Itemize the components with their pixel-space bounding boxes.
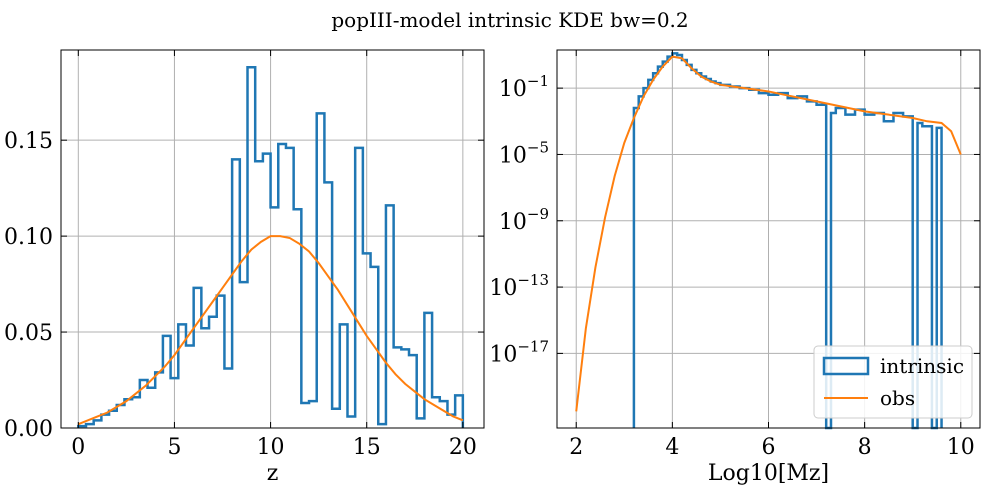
legend-swatch-intrinsic — [822, 356, 870, 376]
histogram-step-series — [77, 66, 465, 428]
x-axis-label: Log10[Mz] — [708, 461, 829, 486]
y-tick-label: 0.00 — [4, 417, 53, 442]
x-axis-label: z — [267, 461, 279, 486]
y-tick-label: 10−1 — [499, 72, 549, 102]
kde-line-series — [575, 55, 962, 412]
axes-frame — [60, 49, 485, 429]
legend: intrinsic obs — [813, 345, 973, 419]
x-tick-label: 15 — [353, 435, 381, 460]
y-tick-label: 10−13 — [489, 271, 549, 301]
y-tick-label: 0.10 — [4, 225, 53, 250]
figure-title: popIII-model intrinsic KDE bw=0.2 — [331, 8, 688, 32]
kde-line-series — [77, 235, 464, 426]
legend-entry-label: intrinsic — [880, 354, 964, 378]
legend-entry-label: obs — [880, 386, 915, 410]
x-tick-label: 5 — [167, 435, 181, 460]
y-tick-label: 10−17 — [489, 337, 549, 367]
x-tick-label: 6 — [762, 435, 776, 460]
x-tick-label: 10 — [947, 435, 975, 460]
legend-box — [813, 345, 973, 419]
y-tick-label: 0.05 — [4, 321, 53, 346]
histogram-step-series — [632, 52, 943, 430]
right-panel-mass-histogram: 2 4 6 8 10 10−1 10−5 10−9 10−13 10−17 Log10[Mz] int… — [489, 49, 981, 486]
x-tick-label: 8 — [858, 435, 872, 460]
y-tick-label: 10−5 — [499, 138, 549, 168]
x-tick-label: 10 — [257, 435, 285, 460]
x-tick-label: 2 — [569, 435, 583, 460]
x-tick-label: 4 — [665, 435, 679, 460]
left-panel-redshift-histogram: 0 5 10 15 20 0.00 0.05 0.10 0.15 z — [4, 49, 485, 486]
x-tick-label: 0 — [71, 435, 85, 460]
y-tick-label: 0.15 — [4, 129, 53, 154]
x-tick-label: 20 — [449, 435, 477, 460]
y-tick-label: 10−9 — [499, 205, 549, 235]
